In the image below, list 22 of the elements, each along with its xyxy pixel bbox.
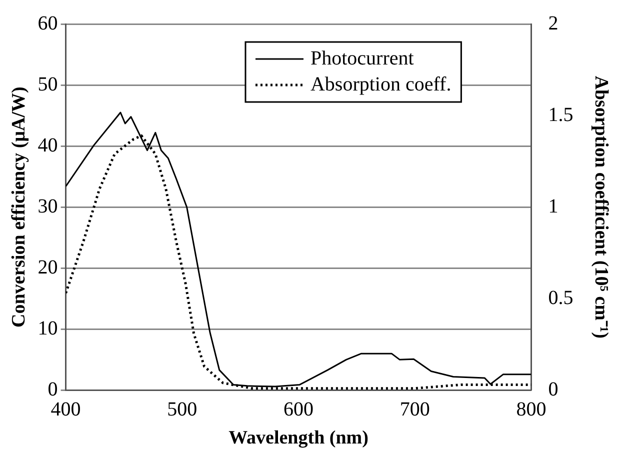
y-tick-label: 20 [38, 256, 58, 278]
y2-tick-label: 2 [548, 12, 558, 34]
y-tick-label: 40 [38, 134, 58, 156]
y-tick-label: 60 [38, 12, 58, 34]
y2-tick-label: 1 [548, 195, 558, 218]
y-tick-label: 50 [38, 73, 58, 96]
x-tick-label: 600 [284, 398, 314, 420]
y2-tick-label: 0 [548, 378, 558, 400]
legend-label: Absorption coeff. [310, 73, 452, 96]
y2-axis-title: Absorption coefficient (10⁵ cm⁻¹) [590, 76, 612, 338]
y2-tick-label: 0.5 [548, 286, 574, 309]
x-axis-title: Wavelength (nm) [228, 428, 368, 449]
y-tick-label: 0 [48, 378, 58, 400]
x-tick-label: 400 [50, 398, 81, 420]
y-tick-label: 30 [38, 195, 58, 218]
x-tick-label: 700 [400, 398, 430, 420]
legend-label: Photocurrent [310, 47, 414, 70]
y-tick-label: 10 [38, 317, 58, 340]
y-axis-title: Conversion efficiency (μA/W) [8, 86, 30, 328]
x-tick-label: 500 [167, 398, 198, 420]
x-tick-label: 800 [516, 398, 546, 420]
y2-tick-label: 1.5 [548, 104, 574, 126]
